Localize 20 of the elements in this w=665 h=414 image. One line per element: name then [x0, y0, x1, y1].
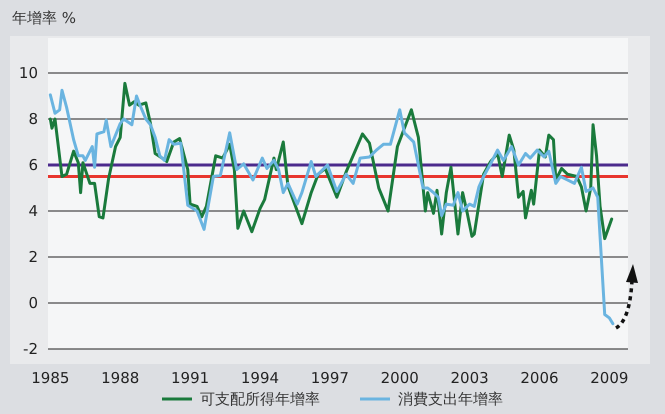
legend-label: 可支配所得年增率	[200, 390, 320, 408]
x-tick-label: 2003	[450, 369, 489, 387]
y-tick-label: 2	[28, 248, 38, 266]
y-tick-label: 6	[28, 156, 38, 174]
legend-label: 消費支出年增率	[398, 390, 503, 408]
x-tick-label: 1997	[310, 369, 349, 387]
x-tick-label: 1988	[101, 369, 140, 387]
x-tick-label: 2006	[520, 369, 559, 387]
line-series	[48, 88, 614, 326]
y-tick-label: 4	[28, 202, 38, 220]
y-tick-label: 10	[18, 64, 38, 82]
y-axis-title: 年增率 %	[12, 9, 76, 27]
x-tick-label: 1991	[170, 369, 210, 387]
x-tick-label: 1994	[240, 369, 280, 387]
x-tick-label: 2009	[590, 369, 628, 387]
y-tick-label: 0	[28, 294, 38, 312]
y-tick-label: 8	[28, 110, 38, 128]
x-tick-label: 2000	[380, 369, 419, 387]
y-tick-label: -2	[23, 340, 38, 358]
x-tick-label: 1985	[31, 369, 70, 387]
